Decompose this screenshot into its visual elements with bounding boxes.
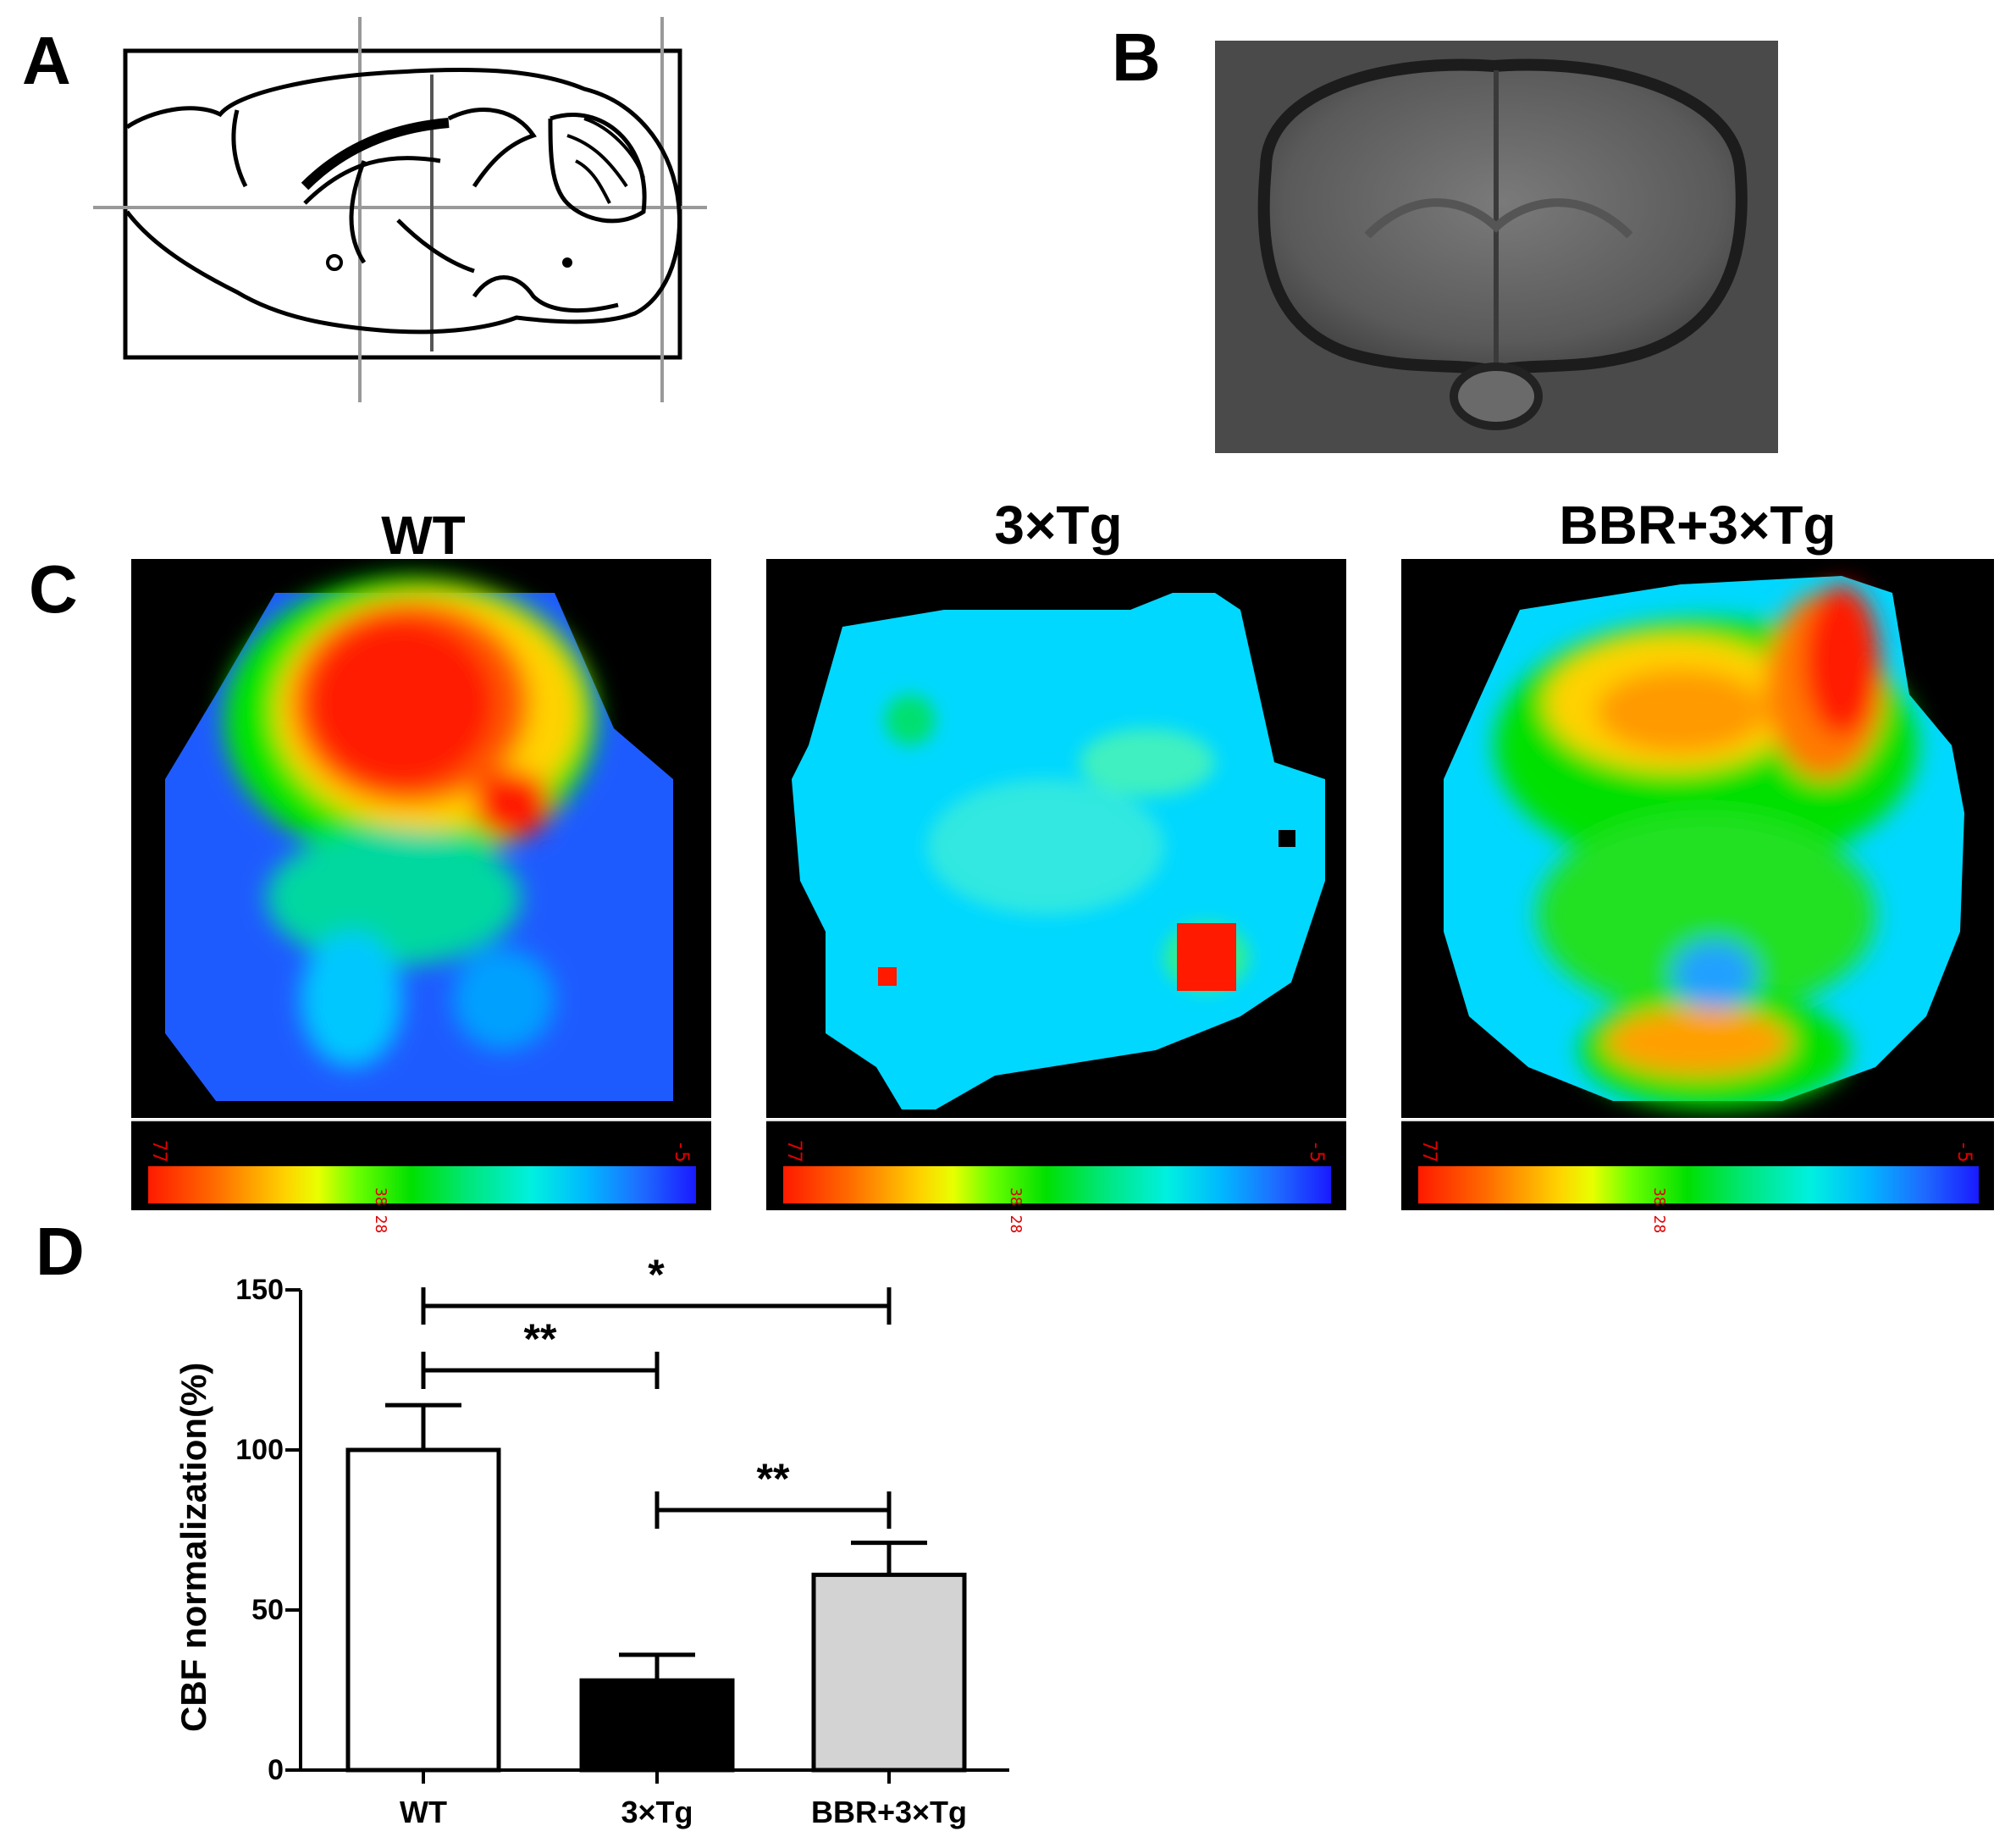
colorbar-gradient (148, 1166, 696, 1203)
panel-letter-b: B (1112, 19, 1161, 95)
heatmap-title-wt: WT (381, 505, 466, 566)
heatmap-title-3xtg: 3×Tg (994, 495, 1123, 556)
cbf-heatmap-3xtg (766, 559, 1346, 1118)
x-tick-label: 3×Tg (621, 1795, 693, 1829)
panel-letter-a: A (22, 23, 71, 98)
bar (345, 1447, 501, 1773)
y-tick-label: 50 (251, 1594, 284, 1626)
x-tick-label: WT (400, 1795, 447, 1829)
bar (579, 1678, 735, 1773)
brain-atlas-sagittal-diagram (93, 17, 707, 402)
panel-letter-d: D (36, 1214, 85, 1289)
y-tick-label: 0 (268, 1754, 284, 1786)
panel-letter-c: C (29, 551, 78, 627)
colorbar-3xtg: 77 -5 38 28 (766, 1120, 1346, 1233)
y-tick-label: 100 (235, 1434, 284, 1466)
cbf-heatmap-wt (131, 559, 711, 1118)
colorbar-gradient (1418, 1166, 1979, 1203)
heatmap-title-bbr-3xtg: BBR+3×Tg (1559, 495, 1836, 556)
significance-label: ** (756, 1455, 790, 1502)
colorbar-wt: 77 -5 38 28 (131, 1120, 711, 1233)
colorbar-gradient (783, 1166, 1331, 1203)
significance-label: ** (523, 1315, 557, 1363)
y-tick-label: 150 (235, 1274, 284, 1306)
colorbar-bbr-3xtg: 77 -5 38 28 (1401, 1120, 1994, 1233)
x-tick-label: BBR+3×Tg (810, 1795, 968, 1829)
significance-label: * (648, 1251, 665, 1298)
bar (811, 1572, 967, 1773)
mri-coronal-slice-image (1215, 41, 1778, 453)
cbf-heatmap-bbr-3xtg (1401, 559, 1994, 1118)
